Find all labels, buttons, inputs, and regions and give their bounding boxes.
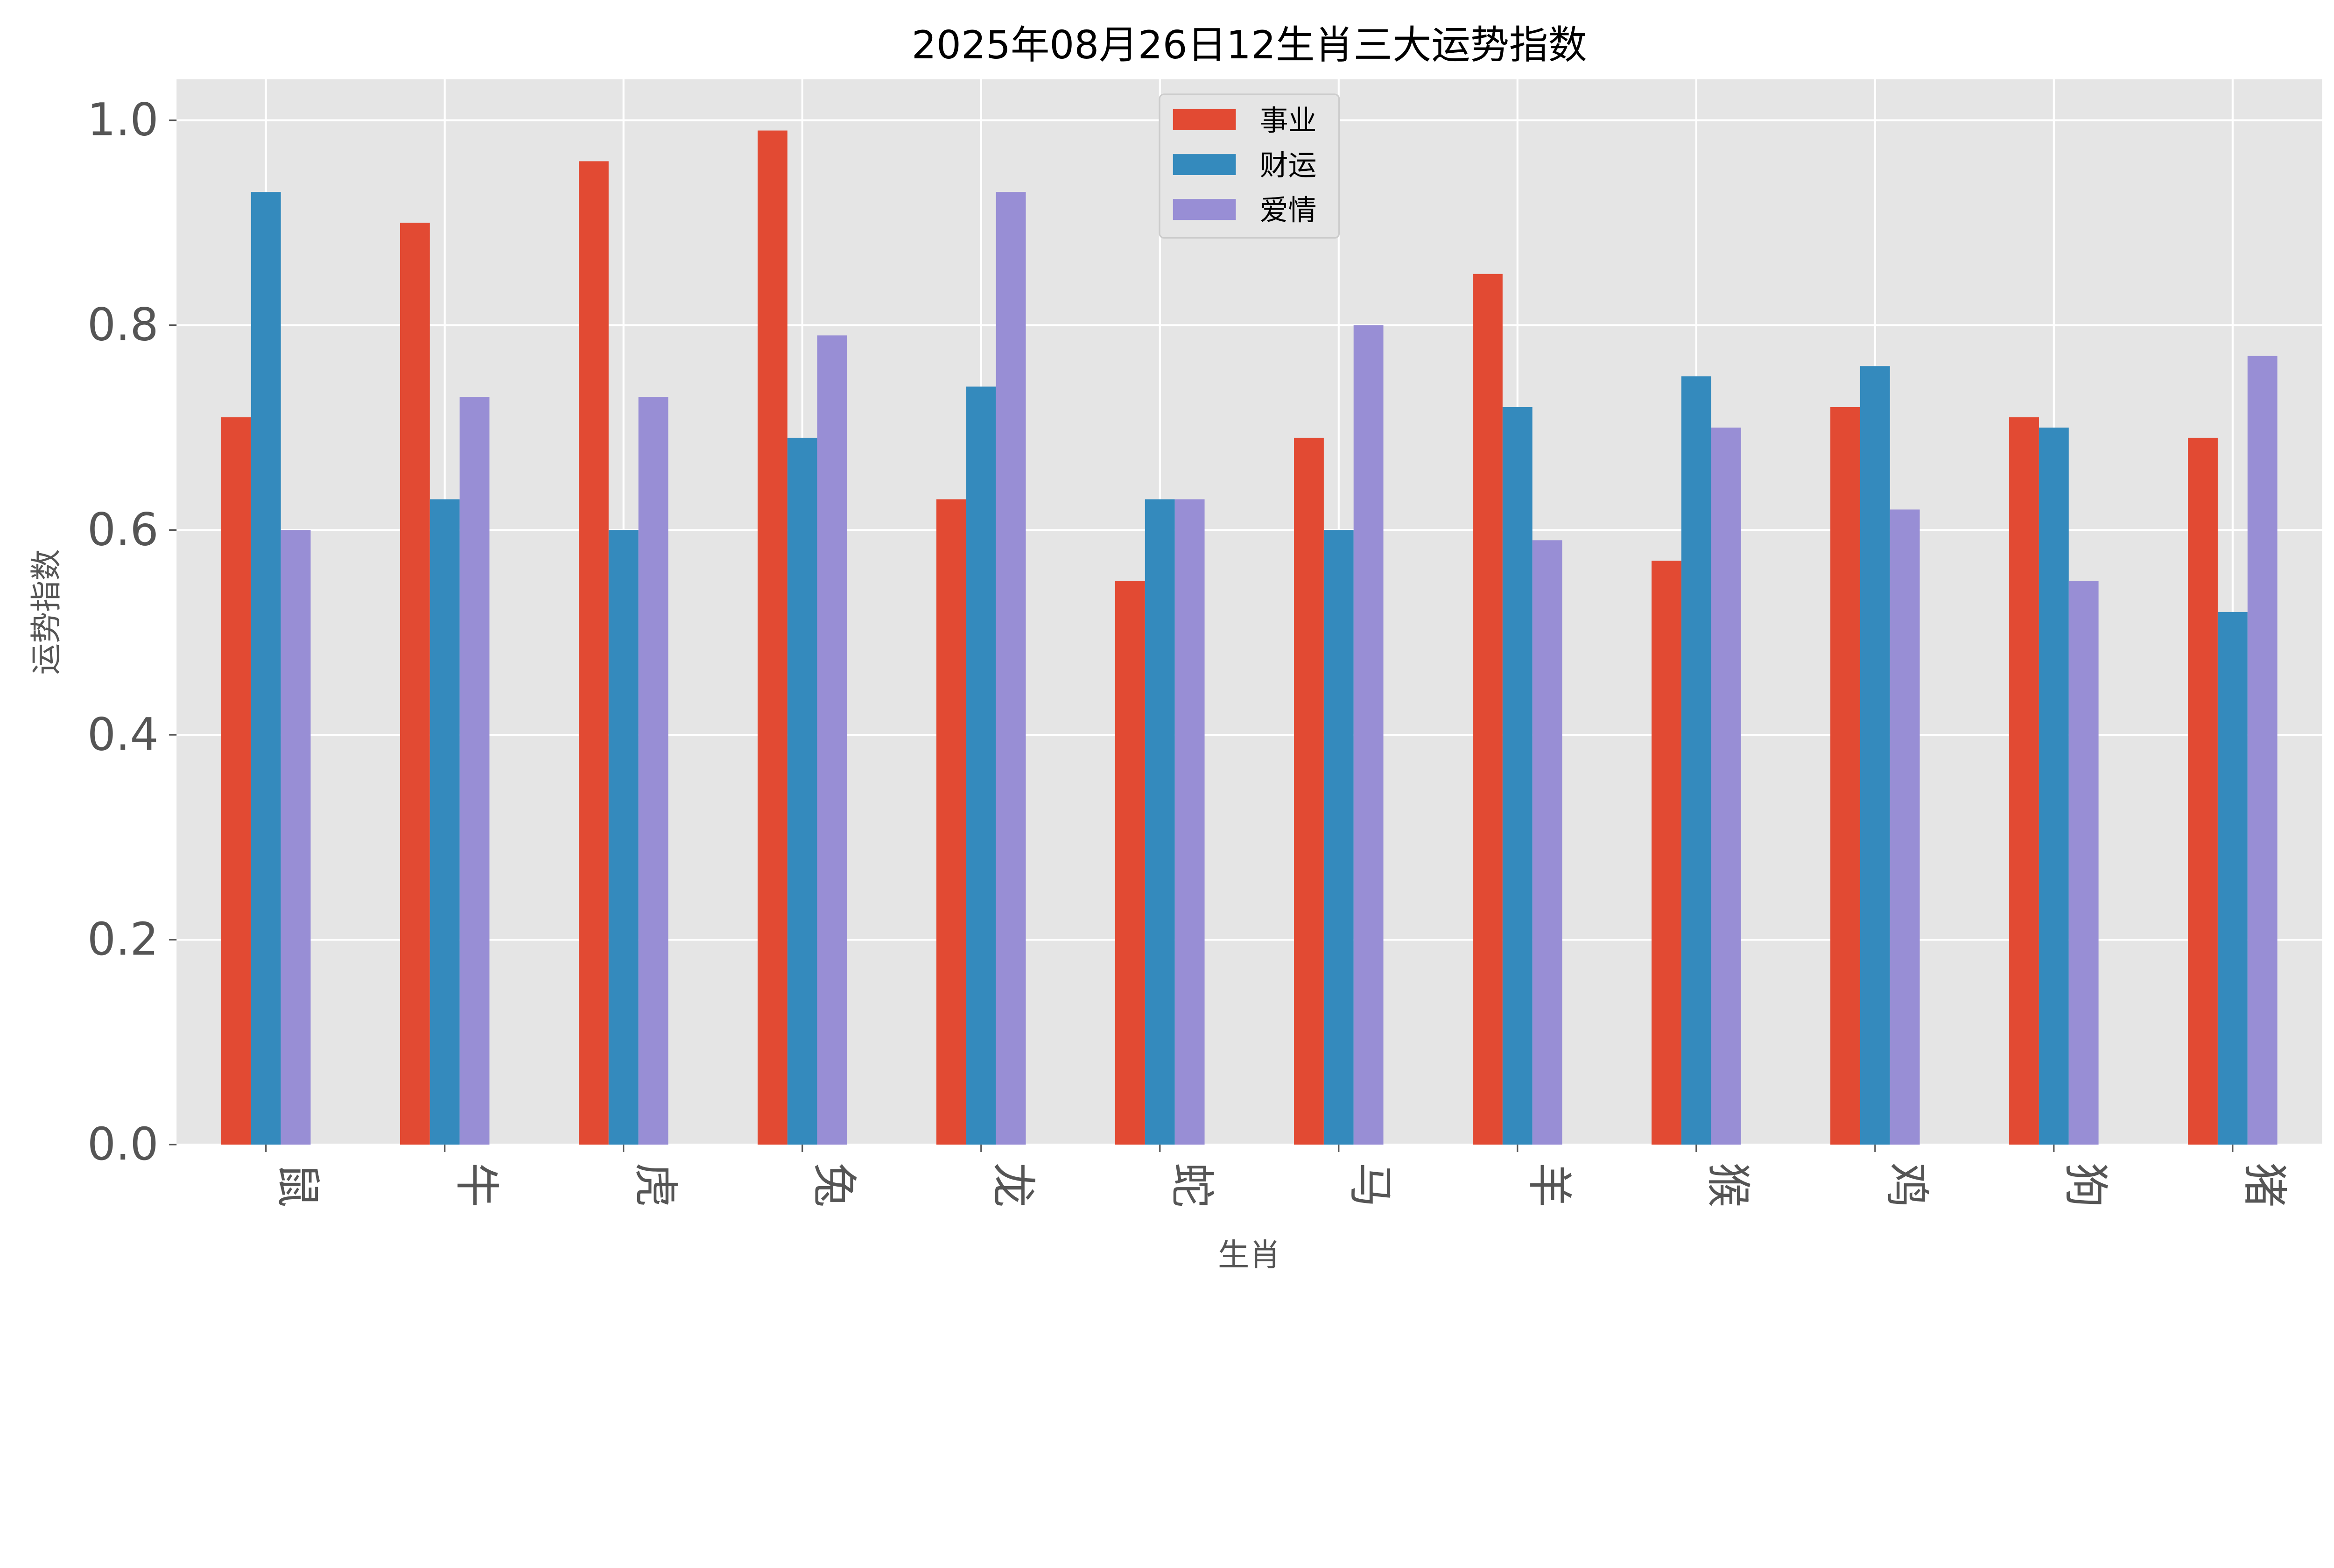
legend-swatch [1173,199,1236,220]
bar-财运-猴 [1681,376,1711,1145]
bar-财运-牛 [429,499,460,1145]
bar-财运-鸡 [1860,366,1890,1145]
x-tick-label: 鸡 [1881,1162,1933,1207]
bar-事业-猪 [2188,437,2218,1145]
bar-事业-龙 [936,499,966,1145]
bar-爱情-虎 [638,397,668,1145]
bar-爱情-狗 [2068,581,2099,1145]
bar-chart: 0.0 0.2 0.4 0.6 0.8 1.0 鼠 牛 虎 兔 龙 蛇 马 羊 猴 鸡 狗 猪 2025年08月2… [28,22,2322,1273]
bar-爱情-鸡 [1890,509,1920,1145]
bar-事业-马 [1294,437,1324,1145]
x-tick-label: 龙 [987,1162,1039,1207]
bar-爱情-羊 [1532,540,1562,1145]
y-tick-label: 0.8 [87,299,159,351]
bar-事业-兔 [757,130,787,1145]
bar-事业-鼠 [221,417,251,1145]
y-tick-label: 1.0 [87,94,159,146]
x-tick-label: 兔 [808,1162,860,1207]
bar-事业-虎 [578,161,609,1145]
bars [221,130,2278,1145]
bar-爱情-蛇 [1174,499,1205,1145]
bar-爱情-鼠 [281,530,311,1145]
bar-财运-马 [1323,530,1354,1145]
bar-爱情-龙 [996,192,1026,1145]
legend-label: 财运 [1260,149,1317,182]
bar-爱情-马 [1353,325,1384,1145]
x-axis-label: 生肖 [1218,1237,1281,1273]
bar-爱情-猴 [1711,427,1741,1145]
bar-财运-羊 [1502,407,1533,1145]
bar-事业-蛇 [1115,581,1145,1145]
bar-财运-龙 [966,387,996,1145]
bar-事业-羊 [1473,274,1503,1145]
x-tick-label: 猴 [1702,1162,1754,1207]
bar-爱情-牛 [459,397,490,1145]
legend-label: 事业 [1260,104,1317,137]
x-tick-label: 羊 [1523,1162,1575,1207]
legend-label: 爱情 [1260,194,1317,227]
bar-事业-鸡 [1830,407,1860,1145]
bar-财运-狗 [2039,427,2069,1145]
x-tick-label: 狗 [2060,1162,2112,1207]
y-tick-label: 0.0 [87,1118,159,1170]
y-tick-label: 0.6 [87,503,159,555]
ticks: 0.0 0.2 0.4 0.6 0.8 1.0 鼠 牛 虎 兔 龙 蛇 马 羊 猴 鸡 狗 猪 [87,94,2291,1208]
bar-事业-牛 [400,223,430,1145]
x-tick-label: 猪 [2238,1162,2291,1207]
bar-财运-猪 [2217,612,2248,1145]
legend-swatch [1173,109,1236,130]
x-tick-label: 蛇 [1166,1162,1218,1207]
x-tick-label: 马 [1344,1162,1397,1207]
x-tick-label: 虎 [629,1162,682,1207]
y-tick-label: 0.2 [87,913,159,965]
bar-爱情-兔 [817,335,847,1145]
plot-background [176,79,2322,1145]
x-tick-label: 牛 [450,1162,503,1207]
bar-财运-蛇 [1145,499,1175,1145]
bar-财运-鼠 [251,192,281,1145]
x-tick-label: 鼠 [272,1162,324,1207]
bar-财运-兔 [787,437,817,1145]
bar-事业-狗 [2009,417,2039,1145]
chart-title: 2025年08月26日12生肖三大运势指数 [912,22,1587,68]
legend-swatch [1173,154,1236,175]
bar-事业-猴 [1652,561,1681,1145]
y-axis-label: 运势指数 [28,549,64,675]
y-tick-label: 0.4 [87,708,159,760]
bar-爱情-猪 [2247,356,2278,1145]
bar-财运-虎 [608,530,639,1145]
